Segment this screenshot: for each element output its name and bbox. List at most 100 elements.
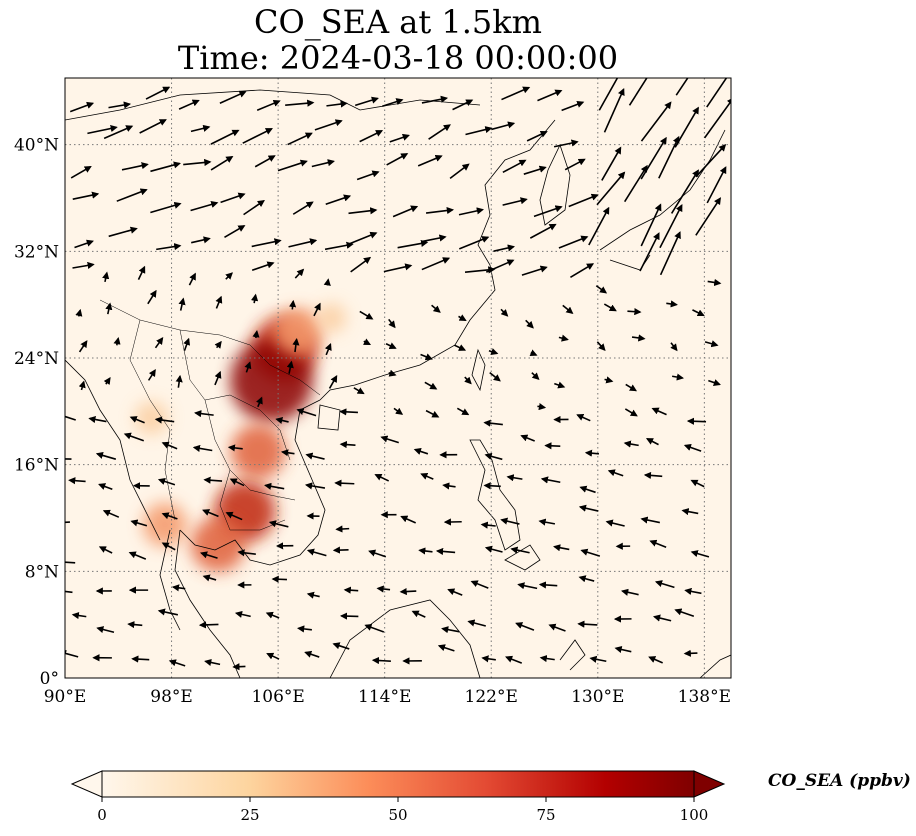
wind-arrow bbox=[65, 650, 79, 658]
wind-arrow bbox=[156, 243, 182, 251]
wind-arrow bbox=[242, 128, 273, 144]
wind-arrow bbox=[531, 372, 540, 381]
wind-arrow bbox=[371, 656, 391, 665]
wind-arrow bbox=[484, 545, 503, 553]
colorbar-tick-label: 50 bbox=[388, 806, 407, 824]
wind-arrow bbox=[304, 482, 326, 490]
lat-tick-label: 40°N bbox=[14, 136, 59, 156]
wind-arrow bbox=[533, 205, 563, 218]
wind-arrow bbox=[313, 302, 321, 317]
lon-tick-label: 90°E bbox=[44, 687, 87, 707]
wind-arrow bbox=[683, 443, 702, 452]
wind-arrow bbox=[210, 156, 234, 171]
wind-arrow bbox=[183, 337, 191, 351]
wind-arrow bbox=[202, 509, 219, 518]
wind-arrow bbox=[526, 130, 548, 142]
wind-arrow bbox=[214, 370, 222, 386]
wind-arrow bbox=[350, 256, 372, 273]
wind-arrow bbox=[670, 169, 699, 214]
wind-arrow bbox=[294, 268, 305, 279]
wind-arrow bbox=[576, 414, 591, 422]
wind-arrow bbox=[65, 590, 73, 594]
wind-arrow bbox=[648, 656, 663, 664]
latitude-tick-labels: 0° 8°N 16°N 24°N 32°N 40°N bbox=[14, 136, 59, 689]
colorbar-tick-label: 100 bbox=[680, 806, 709, 824]
wind-arrow bbox=[304, 650, 320, 658]
wind-arrow bbox=[481, 655, 496, 663]
wind-arrow bbox=[628, 78, 648, 106]
wind-arrow bbox=[674, 608, 695, 617]
wind-arrow bbox=[421, 257, 451, 271]
colorbar-tick-label: 0 bbox=[97, 806, 107, 824]
wind-arrow bbox=[558, 334, 569, 342]
wind-arrow bbox=[464, 376, 472, 385]
wind-arrow bbox=[288, 299, 297, 310]
wind-arrow bbox=[449, 163, 470, 180]
lat-tick-label: 32°N bbox=[14, 242, 59, 262]
wind-arrow bbox=[421, 95, 449, 104]
borders bbox=[99, 299, 321, 531]
wind-arrow bbox=[417, 155, 443, 167]
wind-arrow bbox=[198, 621, 219, 629]
wind-arrow bbox=[537, 89, 563, 102]
wind-arrow bbox=[227, 444, 243, 452]
lat-tick-label: 24°N bbox=[14, 349, 59, 369]
wind-arrow bbox=[108, 101, 132, 109]
wind-arrow bbox=[139, 119, 167, 134]
wind-arrow bbox=[202, 574, 217, 582]
colorbar-label: CO_SEA (ppbv) bbox=[768, 771, 911, 791]
wind-arrow bbox=[364, 623, 385, 633]
wind-arrow bbox=[558, 235, 589, 249]
wind-arrow bbox=[65, 521, 70, 524]
wind-arrow bbox=[502, 159, 527, 174]
wind-arrow bbox=[150, 201, 182, 214]
wind-arrow bbox=[692, 309, 705, 317]
wind-arrow bbox=[102, 271, 110, 283]
wind-arrow bbox=[234, 610, 251, 618]
wind-arrow bbox=[505, 655, 523, 664]
wind-arrow bbox=[447, 588, 463, 596]
wind-arrow bbox=[561, 100, 585, 112]
wind-arrow bbox=[68, 477, 86, 485]
wind-arrow bbox=[435, 547, 456, 556]
wind-arrow bbox=[292, 201, 314, 215]
wind-arrow bbox=[157, 478, 176, 486]
wind-arrow bbox=[268, 520, 289, 528]
wind-arrow bbox=[256, 396, 263, 408]
wind-arrow bbox=[578, 504, 599, 512]
colorbar-tick-label: 75 bbox=[536, 806, 555, 824]
wind-arrow bbox=[123, 432, 145, 442]
wind-arrow bbox=[418, 547, 433, 555]
wind-arrow bbox=[154, 337, 164, 349]
wind-arrow bbox=[75, 308, 83, 317]
wind-arrow bbox=[424, 381, 438, 390]
wind-arrow bbox=[215, 295, 223, 309]
lon-tick-label: 106°E bbox=[251, 687, 304, 707]
wind-arrow bbox=[596, 171, 626, 206]
wind-arrow bbox=[500, 517, 520, 525]
wind-arrow bbox=[376, 585, 391, 593]
concentration-field bbox=[134, 303, 347, 572]
wind-arrow bbox=[413, 447, 429, 455]
wind-arrow bbox=[399, 587, 417, 596]
wind-arrow bbox=[400, 515, 416, 524]
wind-arrow bbox=[690, 479, 705, 488]
wind-arrow bbox=[525, 319, 534, 329]
wind-arrow bbox=[658, 135, 680, 179]
wind-arrow bbox=[102, 509, 120, 518]
wind-arrow bbox=[442, 482, 456, 490]
wind-arrow bbox=[296, 625, 312, 633]
wind-arrow bbox=[578, 575, 595, 583]
wind-arrow bbox=[128, 551, 147, 560]
wind-arrow bbox=[96, 626, 115, 634]
wind-arrow bbox=[411, 610, 426, 618]
wind-arrow bbox=[199, 551, 218, 559]
wind-arrow bbox=[458, 314, 467, 322]
wind-arrow bbox=[540, 476, 561, 484]
wind-arrow bbox=[388, 369, 397, 377]
wind-arrow bbox=[129, 416, 145, 424]
wind-arrow bbox=[538, 518, 556, 526]
wind-arrow bbox=[539, 654, 555, 663]
wind-arrow bbox=[305, 452, 325, 460]
